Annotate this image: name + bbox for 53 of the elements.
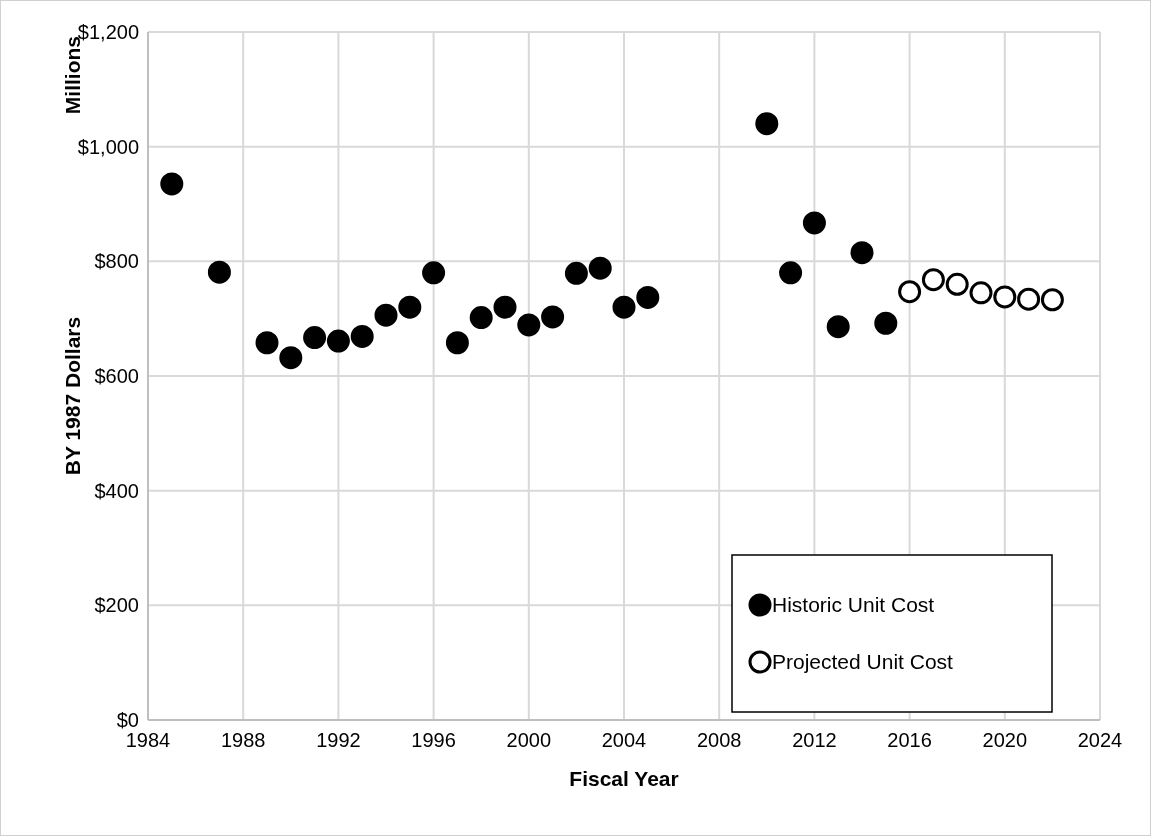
x-tick-label: 2020 bbox=[982, 729, 1028, 751]
point bbox=[303, 326, 327, 350]
x-tick-label: 1992 bbox=[316, 729, 361, 751]
y-axis-title: BY 1987 Dollars bbox=[61, 316, 84, 476]
point bbox=[993, 285, 1017, 309]
point bbox=[398, 295, 422, 319]
point bbox=[755, 112, 779, 136]
point bbox=[541, 305, 565, 329]
point bbox=[969, 281, 993, 305]
point bbox=[588, 256, 612, 280]
point bbox=[826, 315, 850, 339]
x-tick-label: 1996 bbox=[411, 729, 456, 751]
x-tick-label: 2004 bbox=[601, 729, 647, 751]
point bbox=[255, 331, 279, 355]
point bbox=[612, 295, 636, 319]
point bbox=[874, 311, 898, 335]
point bbox=[422, 261, 446, 285]
point bbox=[1040, 288, 1064, 312]
point bbox=[279, 346, 303, 370]
point bbox=[350, 324, 374, 348]
x-tick-label: 1988 bbox=[220, 729, 266, 751]
point bbox=[160, 172, 184, 196]
point bbox=[374, 303, 398, 327]
x-tick-label: 2008 bbox=[696, 729, 742, 751]
point bbox=[779, 261, 803, 285]
legend-label: Projected Unit Cost bbox=[772, 650, 954, 673]
point bbox=[445, 331, 469, 355]
x-axis-title: Fiscal Year bbox=[569, 767, 679, 790]
point bbox=[469, 306, 493, 330]
y-tick-label: $200 bbox=[94, 594, 139, 617]
point bbox=[1017, 287, 1041, 311]
point bbox=[207, 260, 231, 284]
y-tick-label: $400 bbox=[94, 479, 139, 502]
point bbox=[802, 211, 826, 235]
y-tick-label: $0 bbox=[116, 709, 139, 731]
point bbox=[636, 285, 660, 309]
x-tick-label: 1984 bbox=[125, 729, 171, 751]
point bbox=[945, 272, 969, 296]
x-tick-label: 2024 bbox=[1077, 729, 1123, 751]
point bbox=[921, 268, 945, 292]
x-tick-label: 2012 bbox=[792, 729, 837, 751]
y-tick-label: $600 bbox=[94, 365, 139, 387]
point bbox=[564, 261, 588, 285]
y-tick-label: $1,000 bbox=[77, 135, 139, 158]
legend-label: Historic Unit Cost bbox=[772, 593, 935, 616]
point bbox=[493, 295, 517, 319]
point bbox=[898, 280, 922, 304]
point bbox=[326, 329, 350, 353]
x-tick-label: 2016 bbox=[887, 729, 932, 751]
y-tick-label: $800 bbox=[94, 250, 139, 273]
point bbox=[517, 313, 541, 337]
point bbox=[850, 241, 874, 265]
x-tick-label: 2000 bbox=[506, 729, 552, 751]
